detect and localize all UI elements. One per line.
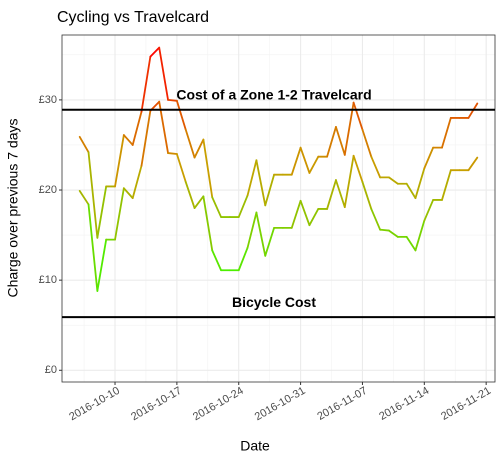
line-segment	[308, 208, 320, 227]
line-segment	[335, 179, 346, 209]
line-segment	[114, 134, 125, 188]
line-segment	[405, 235, 417, 252]
line-segment	[299, 199, 311, 227]
line-segment	[149, 46, 161, 58]
line-segment	[140, 109, 152, 167]
reference-label: Bicycle Cost	[232, 294, 316, 310]
line-segment	[370, 155, 382, 179]
chart-title: Cycling vs Travelcard	[57, 9, 209, 26]
line-segment	[158, 46, 169, 101]
line-segment	[308, 155, 320, 174]
line-segment	[96, 238, 108, 292]
line-segment	[326, 126, 337, 158]
line-segment	[193, 195, 205, 209]
line-segment	[388, 176, 399, 185]
line-segment	[193, 138, 205, 159]
line-segment	[184, 181, 196, 209]
line-segment	[361, 181, 373, 210]
line-segment	[78, 135, 90, 154]
line-segment	[175, 153, 187, 183]
line-segment	[441, 169, 452, 201]
line-segment	[131, 110, 143, 146]
line-segment	[441, 117, 452, 149]
line-segment	[87, 203, 99, 292]
line-segment	[352, 154, 364, 183]
line-segment	[122, 134, 134, 146]
line-segment	[96, 185, 108, 239]
line-segment	[423, 146, 435, 170]
line-segment	[202, 138, 214, 199]
reference-label: Cost of a Zone 1-2 Travelcard	[176, 87, 371, 103]
line-segment	[131, 164, 143, 200]
y-tick-label: £0	[45, 364, 57, 376]
line-segment	[255, 159, 267, 207]
line-segment	[299, 146, 311, 174]
line-segment	[211, 196, 222, 218]
line-segment	[414, 219, 426, 252]
line-segment	[78, 190, 90, 206]
line-segment	[343, 154, 355, 209]
line-segment	[290, 146, 302, 176]
line-segment	[167, 152, 178, 155]
line-segment	[379, 228, 390, 232]
panel-border	[61, 34, 496, 383]
line-segment	[423, 199, 435, 222]
line-segment	[335, 126, 346, 156]
line-segment	[202, 195, 214, 252]
line-segment	[370, 208, 382, 231]
line-segment	[246, 211, 258, 249]
line-segment	[264, 173, 275, 207]
y-tick-label: £20	[39, 184, 57, 196]
line-segment	[361, 128, 373, 158]
line-segment	[246, 159, 258, 197]
line-segment	[326, 179, 337, 210]
line-segment	[211, 249, 222, 272]
line-segment	[237, 246, 249, 272]
line-segment	[255, 211, 267, 257]
line-segment	[175, 99, 187, 131]
line-segment	[264, 226, 275, 257]
line-segment	[114, 187, 125, 241]
x-axis-label: Date	[240, 438, 270, 454]
line-segment	[167, 98, 178, 102]
y-tick-label: £10	[39, 274, 57, 286]
line-segment	[237, 194, 249, 218]
line-segment	[184, 128, 196, 159]
y-tick-label: £30	[39, 94, 57, 106]
line-segment	[405, 182, 417, 200]
line-segment	[140, 55, 152, 113]
line-segment	[343, 101, 355, 156]
line-segment	[352, 101, 364, 131]
line-segment	[467, 156, 479, 172]
line-segment	[414, 167, 426, 200]
line-segment	[87, 151, 99, 239]
line-segment	[290, 199, 302, 229]
line-segment	[388, 229, 399, 238]
y-axis-label: Charge over previous 7 days	[5, 119, 21, 298]
line-segment	[122, 187, 134, 200]
